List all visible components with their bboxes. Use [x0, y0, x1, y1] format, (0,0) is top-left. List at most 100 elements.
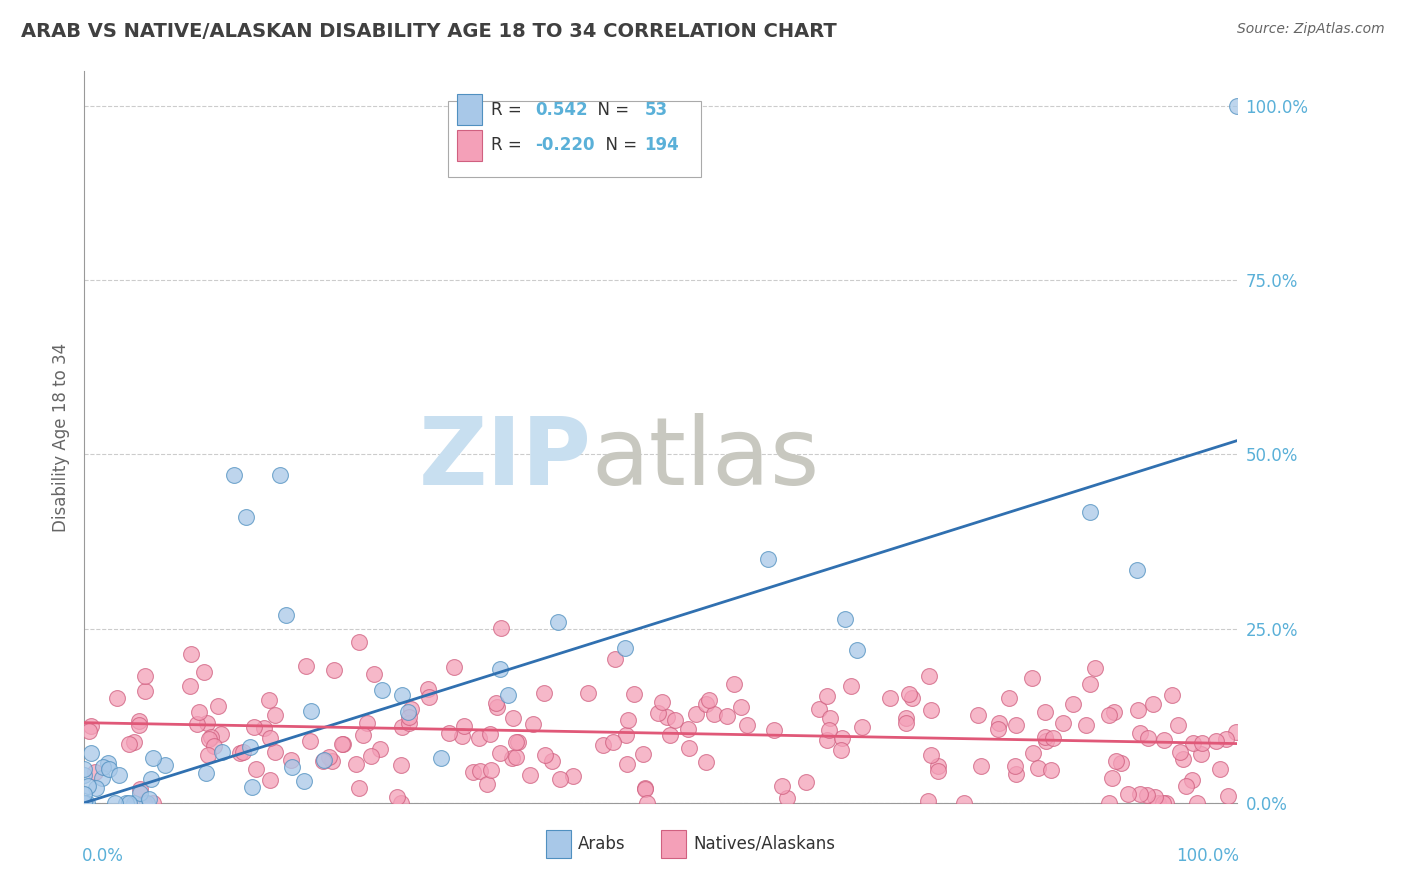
Point	[1035, 734, 1057, 748]
Text: R =: R =	[491, 101, 533, 119]
Point	[1126, 563, 1149, 577]
Point	[91, 760, 114, 774]
Point	[651, 695, 673, 709]
Point	[443, 660, 465, 674]
Point	[987, 723, 1010, 737]
Point	[73, 768, 96, 782]
Text: 194: 194	[645, 136, 679, 154]
Point	[830, 742, 852, 756]
Point	[73, 796, 96, 810]
Point	[1042, 731, 1064, 745]
Point	[1004, 759, 1026, 773]
Point	[142, 750, 165, 764]
Point	[299, 733, 322, 747]
Point	[129, 786, 152, 800]
Point	[1076, 717, 1098, 731]
Text: 0.542: 0.542	[536, 101, 588, 119]
Point	[953, 796, 976, 810]
Point	[280, 753, 302, 767]
Point	[1167, 718, 1189, 732]
Point	[1126, 703, 1149, 717]
Point	[1225, 724, 1247, 739]
Point	[1098, 796, 1121, 810]
Point	[1026, 761, 1049, 775]
Point	[134, 684, 156, 698]
Point	[1033, 730, 1056, 744]
Point	[879, 691, 901, 706]
Point	[122, 796, 145, 810]
Point	[808, 702, 831, 716]
Point	[264, 745, 287, 759]
Point	[193, 665, 215, 679]
Point	[1080, 504, 1102, 518]
Point	[207, 699, 229, 714]
Point	[269, 468, 291, 483]
Point	[356, 716, 378, 731]
Point	[695, 697, 717, 711]
Point	[685, 706, 707, 721]
Point	[703, 707, 725, 722]
Point	[461, 764, 484, 779]
Point	[1144, 789, 1167, 804]
Point	[257, 692, 280, 706]
Point	[1078, 677, 1101, 691]
Point	[592, 738, 614, 752]
Point	[1102, 705, 1125, 719]
Point	[505, 735, 527, 749]
Point	[486, 699, 509, 714]
Point	[1152, 796, 1174, 810]
Point	[118, 796, 141, 810]
Point	[180, 647, 202, 661]
Point	[502, 711, 524, 725]
Point	[416, 681, 439, 696]
Point	[1185, 796, 1208, 810]
Point	[548, 772, 571, 786]
Point	[730, 700, 752, 714]
Text: -0.220: -0.220	[536, 136, 595, 154]
Point	[238, 740, 260, 755]
Point	[398, 710, 420, 724]
Point	[128, 718, 150, 732]
Point	[1128, 726, 1150, 740]
Point	[1062, 697, 1084, 711]
Point	[1040, 763, 1063, 777]
Point	[114, 796, 136, 810]
Point	[634, 782, 657, 797]
Point	[897, 687, 920, 701]
Point	[389, 757, 412, 772]
Point	[839, 680, 862, 694]
Point	[360, 749, 382, 764]
Point	[1111, 756, 1133, 770]
Point	[918, 669, 941, 683]
Point	[391, 689, 413, 703]
Point	[676, 722, 699, 736]
Text: N =: N =	[588, 101, 640, 119]
Point	[80, 719, 103, 733]
Point	[655, 709, 678, 723]
Point	[83, 765, 105, 780]
Text: Natives/Alaskans: Natives/Alaskans	[693, 835, 835, 853]
Point	[243, 721, 266, 735]
Text: 0.0%: 0.0%	[82, 847, 124, 864]
Point	[98, 762, 121, 776]
Point	[195, 766, 218, 780]
Point	[776, 790, 799, 805]
Point	[259, 772, 281, 787]
Point	[1142, 697, 1164, 711]
Point	[834, 611, 856, 625]
Point	[108, 768, 131, 782]
Point	[232, 745, 254, 759]
FancyBboxPatch shape	[457, 130, 482, 161]
Point	[1216, 789, 1239, 804]
Point	[1105, 754, 1128, 768]
Point	[522, 717, 544, 731]
Point	[478, 727, 501, 741]
Point	[501, 751, 523, 765]
Point	[197, 747, 219, 762]
Point	[453, 718, 475, 732]
Point	[967, 707, 990, 722]
Point	[1189, 747, 1212, 761]
Point	[468, 764, 491, 779]
Point	[578, 686, 600, 700]
Point	[505, 749, 527, 764]
